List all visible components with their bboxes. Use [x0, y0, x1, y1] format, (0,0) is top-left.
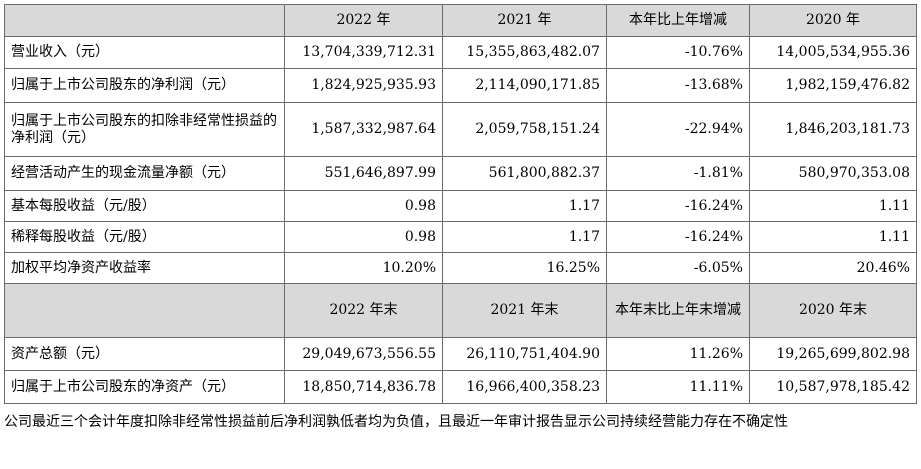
row-label: 经营活动产生的现金流量净额（元） [4, 156, 285, 191]
cell-2020-end: 10,587,978,185.42 [749, 370, 917, 404]
header-col-change: 本年比上年增减 [606, 4, 750, 37]
cell-2021: 16.25% [442, 252, 607, 284]
cell-2022-end: 18,850,714,836.78 [284, 370, 443, 404]
header-row-year-end: 2022 年末 2021 年末 本年末比上年末增减 2020 年末 [4, 283, 917, 338]
cell-2021-end: 16,966,400,358.23 [442, 370, 607, 404]
going-concern-note: 公司最近三个会计年度扣除非经常性损益前后净利润孰低者均为负值，且最近一年审计报告… [4, 414, 788, 430]
header-row-years: 2022 年 2021 年 本年比上年增减 2020 年 [4, 4, 917, 37]
table-row: 归属于上市公司股东的扣除非经常性损益的净利润（元） 1,587,332,987.… [4, 102, 917, 157]
header-label-cell [4, 283, 285, 338]
header-col-2021-end: 2021 年末 [442, 283, 607, 338]
cell-change: -6.05% [606, 252, 750, 284]
cell-change: -13.68% [606, 68, 750, 103]
cell-2021: 561,800,882.37 [442, 156, 607, 191]
row-label: 稀释每股收益（元/股） [4, 221, 285, 253]
cell-2021: 1.17 [442, 190, 607, 222]
cell-2020: 1.11 [749, 190, 917, 222]
cell-2021-end: 26,110,751,404.90 [442, 337, 607, 371]
table-row: 归属于上市公司股东的净利润（元） 1,824,925,935.93 2,114,… [4, 68, 917, 103]
row-label: 归属于上市公司股东的扣除非经常性损益的净利润（元） [4, 102, 285, 157]
header-col-2020-end: 2020 年末 [749, 283, 917, 338]
cell-2022-end: 29,049,673,556.55 [284, 337, 443, 371]
cell-change-end: 11.26% [606, 337, 750, 371]
cell-change: -1.81% [606, 156, 750, 191]
header-col-2022: 2022 年 [284, 4, 443, 37]
cell-2020: 20.46% [749, 252, 917, 284]
header-col-2022-end: 2022 年末 [284, 283, 443, 338]
cell-2022: 1,824,925,935.93 [284, 68, 443, 103]
cell-change: -16.24% [606, 190, 750, 222]
cell-2021: 1.17 [442, 221, 607, 253]
table-row: 稀释每股收益（元/股） 0.98 1.17 -16.24% 1.11 [4, 221, 917, 253]
cell-2022: 0.98 [284, 221, 443, 253]
cell-2022: 551,646,897.99 [284, 156, 443, 191]
table-row: 归属于上市公司股东的净资产（元） 18,850,714,836.78 16,96… [4, 370, 917, 404]
row-label: 营业收入（元） [4, 36, 285, 69]
header-col-2020: 2020 年 [749, 4, 917, 37]
table-row: 营业收入（元） 13,704,339,712.31 15,355,863,482… [4, 36, 917, 69]
row-label: 资产总额（元） [4, 337, 285, 371]
cell-change: -22.94% [606, 102, 750, 157]
cell-2022: 1,587,332,987.64 [284, 102, 443, 157]
cell-2022: 0.98 [284, 190, 443, 222]
table-row: 资产总额（元） 29,049,673,556.55 26,110,751,404… [4, 337, 917, 371]
cell-2021: 2,114,090,171.85 [442, 68, 607, 103]
cell-change: -16.24% [606, 221, 750, 253]
row-label: 加权平均净资产收益率 [4, 252, 285, 284]
cell-2020: 580,970,353.08 [749, 156, 917, 191]
cell-2020: 1.11 [749, 221, 917, 253]
row-label: 归属于上市公司股东的净利润（元） [4, 68, 285, 103]
row-label: 归属于上市公司股东的净资产（元） [4, 370, 285, 404]
cell-2021: 15,355,863,482.07 [442, 36, 607, 69]
header-col-2021: 2021 年 [442, 4, 607, 37]
cell-2020: 14,005,534,955.36 [749, 36, 917, 69]
table-row: 加权平均净资产收益率 10.20% 16.25% -6.05% 20.46% [4, 252, 917, 284]
header-label-cell [4, 4, 285, 37]
cell-2020-end: 19,265,699,802.98 [749, 337, 917, 371]
cell-2021: 2,059,758,151.24 [442, 102, 607, 157]
table-row: 经营活动产生的现金流量净额（元） 551,646,897.99 561,800,… [4, 156, 917, 191]
cell-change-end: 11.11% [606, 370, 750, 404]
cell-2020: 1,982,159,476.82 [749, 68, 917, 103]
cell-2022: 13,704,339,712.31 [284, 36, 443, 69]
cell-2022: 10.20% [284, 252, 443, 284]
row-label: 基本每股收益（元/股） [4, 190, 285, 222]
table-row: 基本每股收益（元/股） 0.98 1.17 -16.24% 1.11 [4, 190, 917, 222]
financial-indicators-table: 2022 年 2021 年 本年比上年增减 2020 年 营业收入（元） 13,… [4, 4, 917, 404]
cell-2020: 1,846,203,181.73 [749, 102, 917, 157]
cell-change: -10.76% [606, 36, 750, 69]
header-col-change-end: 本年末比上年末增减 [606, 283, 750, 338]
